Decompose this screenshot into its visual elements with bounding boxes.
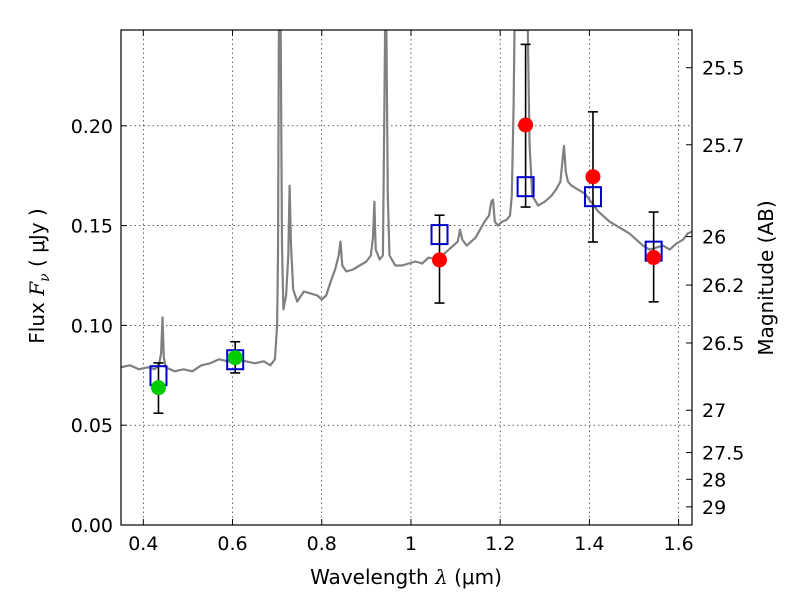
magnitude-tick-label: 28 [702,469,726,491]
grid-lines [121,30,692,525]
x-tick-label: 1.2 [485,533,515,555]
x-tick-label: 0.6 [217,533,247,555]
y-tick-label: 0.00 [71,515,113,537]
model-square-marker [430,224,449,246]
model-spectrum [121,30,692,373]
data-point [585,169,601,185]
magnitude-tick-label: 25.5 [702,58,744,80]
tick-labels: 0.4 0.6 0.8 1 1.2 1.4 1.6 0.00 0.05 0.10 0.15 0.20 2… [71,58,745,555]
x-tick-label: 1.4 [574,533,604,555]
x-axis-label: Wavelength λ (μm) [310,565,502,589]
y-tick-label: 0.05 [71,415,113,437]
model-spectrum-line [121,30,692,373]
model-square-marker [226,349,245,371]
data-point [227,350,243,366]
data-point [150,380,166,396]
x-tick-label: 0.4 [128,533,158,555]
axis-ticks [121,30,692,526]
magnitude-tick-label: 29 [702,497,726,519]
magnitude-tick-label: 25.7 [702,135,744,157]
magnitude-tick-label: 27 [702,400,726,422]
model-square-marker [516,176,535,198]
magnitude-tick-label: 26.5 [702,333,744,355]
magnitude-tick-label: 27.5 [702,443,744,465]
model-photometry-squares [149,176,663,387]
magnitude-tick-label: 26 [702,227,726,249]
y-tick-label: 0.20 [71,116,113,138]
data-point [518,117,534,133]
x-tick-label: 1.6 [664,533,694,555]
right-axis-label: Magnitude (AB) [754,200,778,355]
model-square-marker [583,186,602,208]
observed-points [150,117,662,396]
data-point [646,250,662,266]
x-tick-label: 0.8 [307,533,337,555]
data-point [432,252,448,268]
x-tick-label: 1 [405,533,417,555]
y-axis-label: Flux Fν ( μJy ) [25,208,53,343]
magnitude-tick-label: 26.2 [702,275,744,297]
plot-frame [120,29,693,526]
y-tick-label: 0.15 [71,216,113,238]
y-tick-label: 0.10 [71,315,113,337]
